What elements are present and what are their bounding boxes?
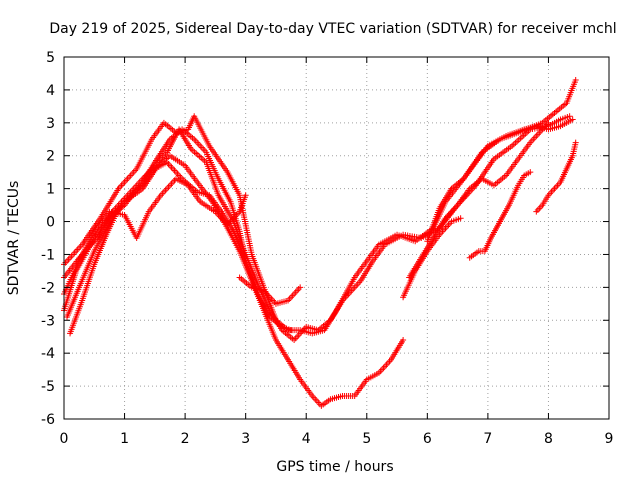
data-point [572,139,579,146]
series-track-12 [424,116,576,245]
x-axis-title: GPS time / hours [276,459,393,475]
plot-frame [63,56,610,420]
data-point [545,119,552,126]
y-tick-label: 3 [46,116,55,132]
data-point [297,284,304,291]
y-tick-label: -4 [41,346,55,362]
x-tick-label: 7 [483,431,492,447]
series-track-11 [533,139,579,215]
data-point [457,215,464,222]
chart-title: Day 219 of 2025, Sidereal Day-to-day VTE… [49,21,616,37]
x-tick-label: 6 [423,431,432,447]
data-series [61,77,579,409]
x-tick-label: 5 [362,431,371,447]
y-axis-title: SDTVAR / TECUs [6,181,22,296]
y-tick-label: -2 [41,280,55,296]
y-tick-label: 0 [46,215,55,231]
x-tick-label: 8 [544,431,553,447]
data-point [569,116,576,123]
y-tick-label: 4 [46,83,55,99]
axis-ticks: 0 1 2 3 4 5 6 7 8 9 -6 -5 -4 -3 -2 -1 0 1 2 3 4 5 [41,50,613,447]
x-tick-label: 4 [302,431,311,447]
y-tick-label: -3 [41,313,55,329]
data-point [400,337,407,344]
series-track-7 [236,274,304,307]
series-track-10 [466,169,534,261]
series-track-6 [61,126,249,281]
grid-lines [64,57,609,419]
x-tick-label: 9 [605,431,614,447]
x-tick-label: 3 [241,431,250,447]
x-tick-label: 1 [120,431,129,447]
y-tick-label: 1 [46,182,55,198]
y-tick-label: -1 [41,247,55,263]
y-tick-label: -6 [41,412,55,428]
y-tick-label: -5 [41,379,55,395]
series-track-9 [406,119,552,281]
x-tick-label: 0 [60,431,69,447]
data-point [566,113,573,120]
x-tick-label: 2 [181,431,190,447]
y-tick-label: 5 [46,50,55,66]
data-point [242,258,249,265]
data-point [288,327,295,334]
data-point [242,192,249,199]
y-tick-label: 2 [46,149,55,165]
data-point [527,169,534,176]
data-point [572,77,579,84]
